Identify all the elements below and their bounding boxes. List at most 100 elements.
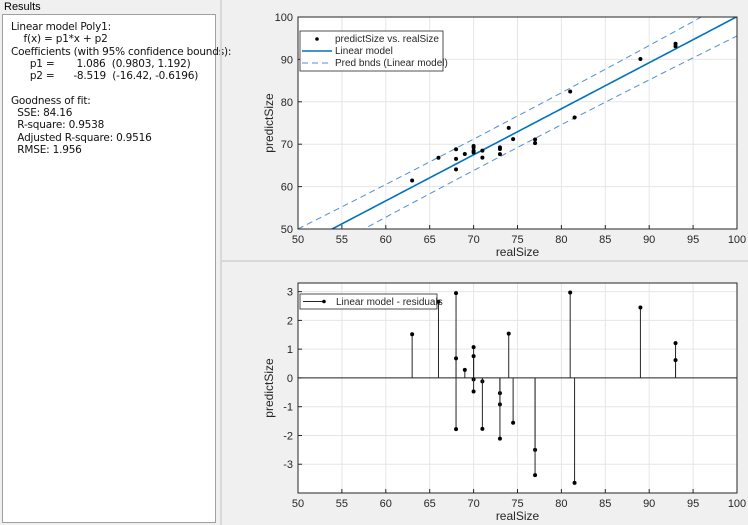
y-tick-label: 70 [281, 139, 293, 151]
plot-content [298, 17, 737, 229]
x-axis-label: realSize [496, 245, 540, 259]
residual-point [497, 436, 502, 441]
y-tick-label: 3 [287, 287, 293, 299]
pred-bound-lower [362, 35, 737, 229]
results-line: Linear model Poly1: [11, 21, 111, 33]
data-point [471, 150, 476, 155]
plot-divider [222, 260, 748, 262]
residual-point [673, 341, 678, 346]
fit-line [330, 17, 737, 229]
residual-point [673, 358, 678, 363]
data-point [572, 115, 577, 120]
data-point [462, 151, 467, 156]
data-point [471, 145, 476, 150]
legend-marker-points [315, 37, 319, 41]
y-axis-label: predictSize [262, 358, 276, 418]
data-point [673, 44, 678, 49]
data-point [511, 137, 516, 142]
results-line: f(x) = p1*x + p2 [11, 33, 108, 46]
x-tick-label: 100 [728, 498, 746, 510]
residual-point [480, 426, 485, 431]
residual-point [511, 420, 516, 425]
y-tick-label: 2 [287, 315, 293, 327]
x-axis-label: realSize [496, 509, 540, 523]
x-tick-label: 60 [380, 498, 392, 510]
axes-frame [297, 16, 738, 230]
x-tick-label: 90 [643, 234, 655, 246]
results-panel: Results Linear model Poly1: f(x) = p1*x … [0, 0, 231, 525]
x-tick-label: 70 [467, 498, 479, 510]
residual-point [471, 389, 476, 394]
legend-label: Linear model [335, 46, 393, 57]
x-tick-label: 80 [555, 234, 567, 246]
results-line: Adjusted R-square: 0.9516 [11, 131, 152, 144]
x-tick-label: 50 [292, 498, 304, 510]
data-point [506, 125, 511, 130]
residual-point [471, 354, 476, 359]
data-point [480, 155, 485, 160]
pred-bound-upper [298, 17, 703, 229]
x-tick-label: 55 [336, 234, 348, 246]
y-tick-label: 100 [275, 12, 293, 24]
x-tick-label: 70 [467, 234, 479, 246]
y-tick-label: 80 [281, 97, 293, 109]
results-title: Results [4, 1, 41, 13]
legend-box [299, 293, 438, 310]
results-line: SSE: 84.16 [11, 107, 73, 120]
residual-point [471, 345, 476, 350]
legend [299, 30, 444, 72]
results-line: RMSE: 1.956 [11, 144, 82, 156]
residuals-legend [299, 293, 438, 310]
x-tick-label: 65 [424, 234, 436, 246]
x-tick-label: 85 [599, 234, 611, 246]
results-text-box: Linear model Poly1: f(x) = p1*x + p2 Coef… [2, 14, 231, 523]
residual-point [572, 480, 577, 485]
data-point [410, 178, 415, 183]
residual-point [454, 291, 459, 296]
y-tick-label: -2 [283, 430, 293, 442]
data-point [568, 89, 573, 94]
data-point [533, 137, 538, 142]
results-line: R-square: 0.9538 [11, 119, 105, 132]
axes-frame [297, 282, 738, 494]
x-tick-label: 75 [511, 498, 523, 510]
x-tick-label: 100 [728, 234, 746, 246]
data-point [497, 152, 502, 157]
x-tick-label: 90 [643, 498, 655, 510]
legend-label: Pred bnds (Linear model) [335, 58, 448, 69]
residual-point [533, 473, 538, 478]
data-point [454, 156, 459, 161]
data-point [454, 147, 459, 152]
data-point [497, 147, 502, 152]
x-tick-label: 85 [599, 498, 611, 510]
residual-point [410, 332, 415, 337]
x-tick-label: 65 [424, 498, 436, 510]
y-tick-label: 1 [287, 344, 293, 356]
x-tick-label: 55 [336, 498, 348, 510]
y-tick-label: -1 [283, 402, 293, 414]
results-line: p1 = 1.086 (0.9803, 1.192) [11, 57, 191, 70]
data-point [533, 141, 538, 146]
panel-divider[interactable] [220, 0, 222, 525]
residual-point [638, 305, 643, 310]
data-point [436, 155, 441, 160]
x-tick-label: 50 [292, 234, 304, 246]
data-point [480, 148, 485, 153]
residual-point [454, 356, 459, 361]
results-line: p2 = -8.519 (-16.42, -0.6196) [11, 70, 199, 83]
residual-point [506, 331, 511, 336]
y-tick-label: 50 [281, 224, 293, 236]
x-tick-label: 95 [687, 498, 699, 510]
x-tick-label: 75 [511, 234, 523, 246]
y-tick-label: -3 [283, 459, 293, 471]
x-tick-label: 60 [380, 234, 392, 246]
data-point [454, 167, 459, 172]
residual-point [454, 427, 459, 432]
residual-point [568, 290, 573, 295]
y-tick-label: 0 [287, 373, 293, 385]
y-tick-label: 90 [281, 54, 293, 66]
x-tick-label: 95 [687, 234, 699, 246]
y-tick-label: 60 [281, 182, 293, 194]
y-axis-label: predictSize [262, 93, 276, 153]
